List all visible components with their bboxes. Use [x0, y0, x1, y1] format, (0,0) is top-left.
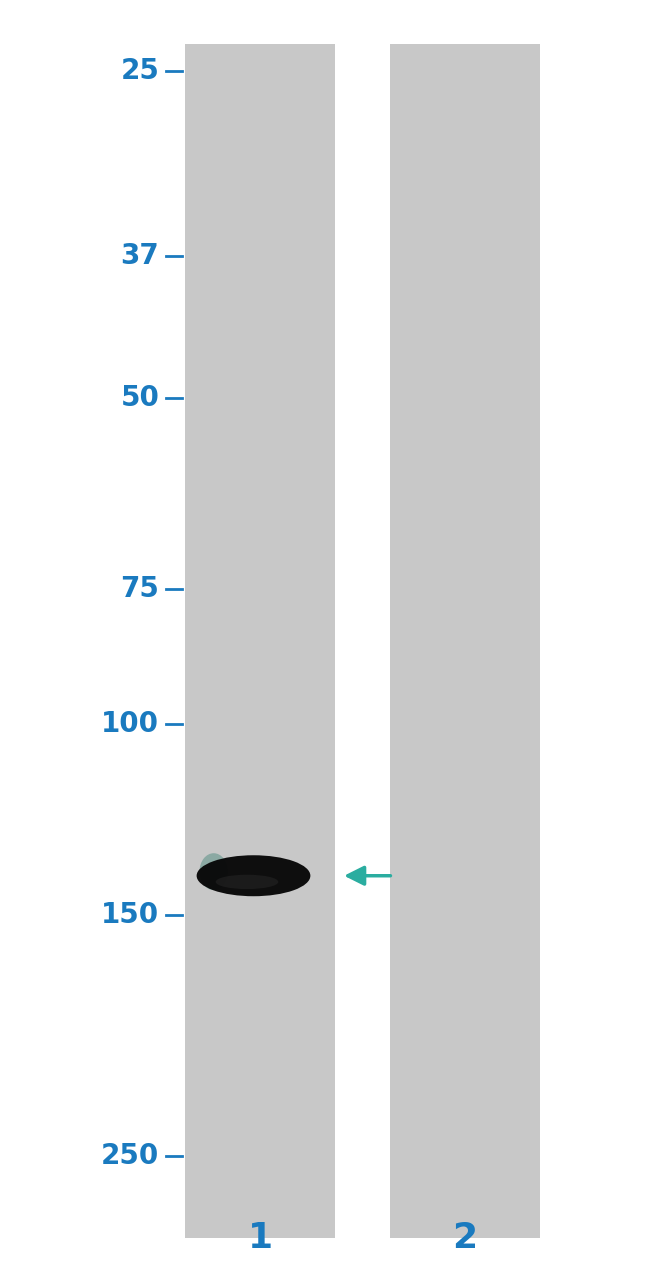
Bar [390, 44, 540, 1238]
Text: 150: 150 [101, 900, 159, 930]
Ellipse shape [216, 875, 278, 889]
Ellipse shape [196, 855, 311, 897]
Bar [185, 44, 335, 1238]
Text: 50: 50 [120, 384, 159, 411]
Text: 2: 2 [452, 1222, 477, 1255]
Text: 100: 100 [101, 710, 159, 738]
Text: 75: 75 [120, 574, 159, 602]
Text: 25: 25 [120, 57, 159, 85]
Text: 250: 250 [101, 1142, 159, 1170]
Text: 1: 1 [248, 1222, 272, 1255]
Ellipse shape [200, 853, 228, 890]
Text: 37: 37 [120, 241, 159, 269]
